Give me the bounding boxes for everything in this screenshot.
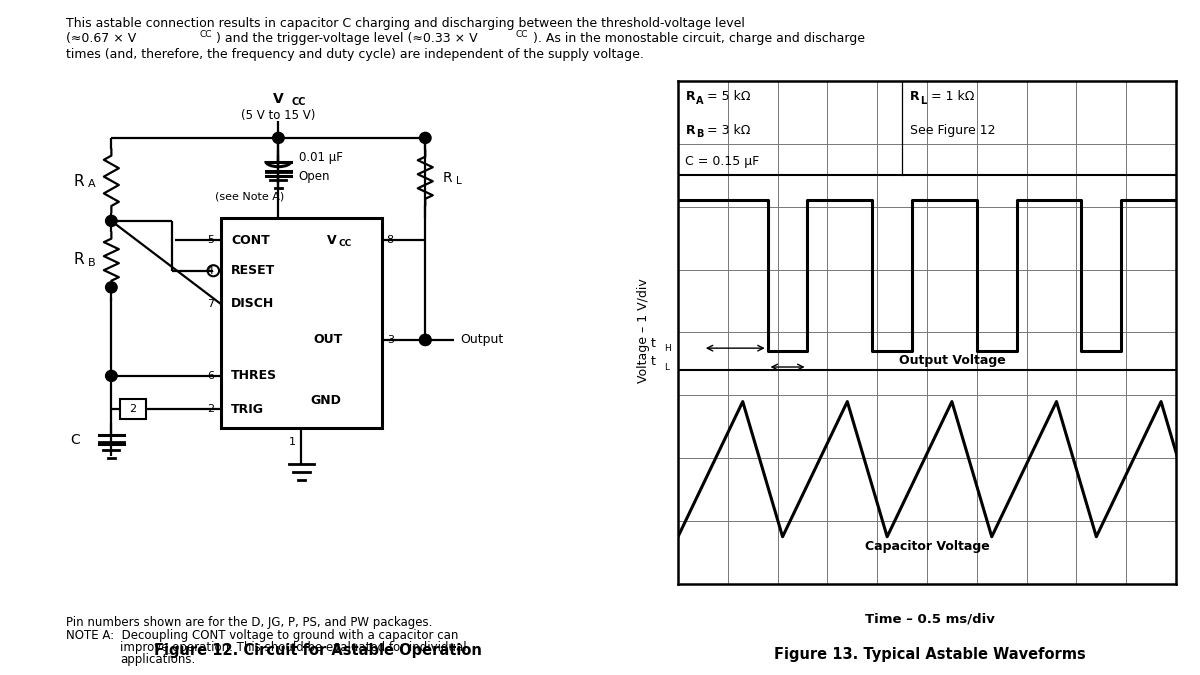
Circle shape — [272, 132, 284, 144]
Text: (see Note A): (see Note A) — [215, 191, 284, 201]
Text: This astable connection results in capacitor C charging and discharging between : This astable connection results in capac… — [66, 17, 745, 30]
Text: improve operation. This should be evaluated for individual: improve operation. This should be evalua… — [120, 641, 467, 654]
Text: = 3 kΩ: = 3 kΩ — [703, 124, 750, 136]
Text: RESET: RESET — [232, 264, 276, 277]
Text: TRIG: TRIG — [232, 402, 264, 416]
Text: 8: 8 — [386, 236, 394, 245]
Text: DISCH: DISCH — [232, 298, 275, 310]
Text: 6: 6 — [206, 371, 214, 381]
Text: Pin numbers shown are for the D, JG, P, PS, and PW packages.: Pin numbers shown are for the D, JG, P, … — [66, 616, 432, 628]
Circle shape — [420, 132, 431, 144]
Circle shape — [106, 282, 118, 293]
Text: C = 0.15 μF: C = 0.15 μF — [685, 155, 760, 168]
Text: applications.: applications. — [120, 653, 196, 666]
Text: = 5 kΩ: = 5 kΩ — [703, 90, 750, 103]
Text: CC: CC — [199, 30, 211, 39]
Text: 2: 2 — [206, 404, 214, 414]
Text: t: t — [650, 356, 655, 369]
Bar — [120, 400, 146, 418]
Circle shape — [106, 371, 118, 381]
Text: Time – 0.5 ms/div: Time – 0.5 ms/div — [865, 613, 995, 626]
Text: Capacitor Voltage: Capacitor Voltage — [865, 539, 989, 553]
Circle shape — [420, 334, 431, 346]
Text: 1: 1 — [289, 437, 296, 447]
Bar — [221, 218, 382, 429]
Text: (5 V to 15 V): (5 V to 15 V) — [241, 109, 316, 122]
Text: A: A — [88, 180, 95, 190]
Text: B: B — [88, 258, 95, 268]
Text: R: R — [910, 90, 919, 103]
Text: = 1 kΩ: = 1 kΩ — [928, 90, 974, 103]
Text: C: C — [70, 433, 79, 447]
Text: Figure 12. Circuit for Astable Operation: Figure 12. Circuit for Astable Operation — [154, 643, 482, 658]
Text: CC: CC — [338, 239, 352, 248]
Text: 4: 4 — [206, 266, 214, 276]
Text: 5: 5 — [206, 236, 214, 245]
Text: GND: GND — [310, 394, 341, 407]
Circle shape — [420, 334, 431, 346]
Text: V: V — [328, 234, 337, 247]
Text: See Figure 12: See Figure 12 — [910, 124, 995, 136]
Text: B: B — [696, 130, 703, 140]
Text: times (and, therefore, the frequency and duty cycle) are independent of the supp: times (and, therefore, the frequency and… — [66, 48, 644, 61]
Text: NOTE A:  Decoupling CONT voltage to ground with a capacitor can: NOTE A: Decoupling CONT voltage to groun… — [66, 629, 458, 642]
Text: CC: CC — [516, 30, 528, 39]
Text: L: L — [664, 362, 670, 371]
Text: ). As in the monostable circuit, charge and discharge: ). As in the monostable circuit, charge … — [533, 32, 865, 45]
Text: (≈0.67 × V: (≈0.67 × V — [66, 32, 137, 45]
Text: Open: Open — [299, 170, 330, 183]
Text: R: R — [685, 124, 695, 136]
Text: L: L — [920, 96, 926, 106]
Circle shape — [106, 215, 118, 227]
Text: V: V — [274, 92, 283, 106]
Text: R: R — [685, 90, 695, 103]
Text: Voltage – 1 V/div: Voltage – 1 V/div — [637, 278, 649, 383]
Text: 2: 2 — [130, 404, 137, 414]
Text: ) and the trigger-voltage level (≈0.33 × V: ) and the trigger-voltage level (≈0.33 ×… — [216, 32, 478, 45]
Text: Output Voltage: Output Voltage — [899, 354, 1006, 367]
Text: 0.01 µF: 0.01 µF — [299, 151, 342, 164]
Text: OUT: OUT — [313, 333, 342, 346]
Text: R: R — [74, 252, 84, 267]
Text: R: R — [74, 173, 84, 188]
Text: H: H — [664, 344, 671, 352]
Text: Figure 13. Typical Astable Waveforms: Figure 13. Typical Astable Waveforms — [774, 647, 1086, 662]
Text: CONT: CONT — [232, 234, 270, 247]
Text: L: L — [456, 176, 462, 186]
Text: 3: 3 — [386, 335, 394, 345]
Text: 7: 7 — [206, 299, 214, 309]
Text: R: R — [443, 171, 452, 185]
Text: Output: Output — [460, 333, 503, 346]
Text: t: t — [650, 337, 655, 350]
Text: A: A — [696, 96, 703, 106]
Text: THRES: THRES — [232, 369, 277, 383]
Text: CC: CC — [292, 97, 306, 107]
